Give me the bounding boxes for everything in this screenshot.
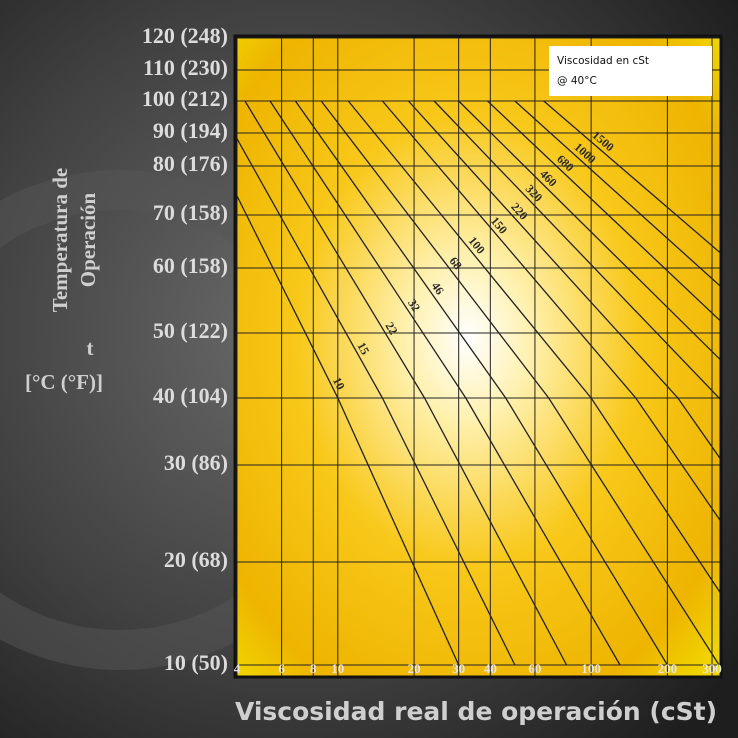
x-tick-label: 10 [331,661,344,676]
plot-area [235,36,721,677]
y-axis-title: Temperatura de [48,168,72,312]
y-tick-label: 100 (212) [142,86,228,111]
page: Viscosidad en cSt @ 40°C Temperatura de … [0,0,738,738]
note-line: @ 40°C [557,75,597,87]
y-tick-label: 90 (194) [153,118,228,143]
x-tick-label: 6 [278,661,285,676]
x-tick-label: 8 [310,661,317,676]
y-tick-label: 10 (50) [164,650,228,675]
y-axis-unit: [°C (°F)] [25,370,103,394]
y-axis-symbol: t [87,336,94,360]
x-tick-label: 60 [528,661,541,676]
note-line: Viscosidad en cSt [557,55,649,67]
y-tick-label: 80 (176) [153,151,228,176]
x-tick-label: 20 [408,661,421,676]
y-tick-label: 30 (86) [164,450,228,475]
x-tick-label: 200 [658,661,678,676]
y-tick-label: 40 (104) [153,383,228,408]
note-box [549,46,712,96]
chart: Viscosidad en cSt @ 40°C Temperatura de … [0,0,738,738]
x-tick-label: 100 [581,661,601,676]
x-tick-label: 4 [234,661,241,676]
x-axis-title: Viscosidad real de operación (cSt) [235,697,717,726]
y-tick-label: 110 (230) [143,55,228,80]
x-tick-label: 300 [702,661,722,676]
y-tick-label: 120 (248) [142,23,228,48]
y-tick-label: 20 (68) [164,547,228,572]
y-axis-title: Operación [76,192,100,287]
x-tick-label: 30 [452,661,465,676]
y-tick-label: 60 (158) [153,253,228,278]
x-tick-label: 40 [484,661,497,676]
y-tick-label: 50 (122) [153,318,228,343]
y-tick-label: 70 (158) [153,200,228,225]
